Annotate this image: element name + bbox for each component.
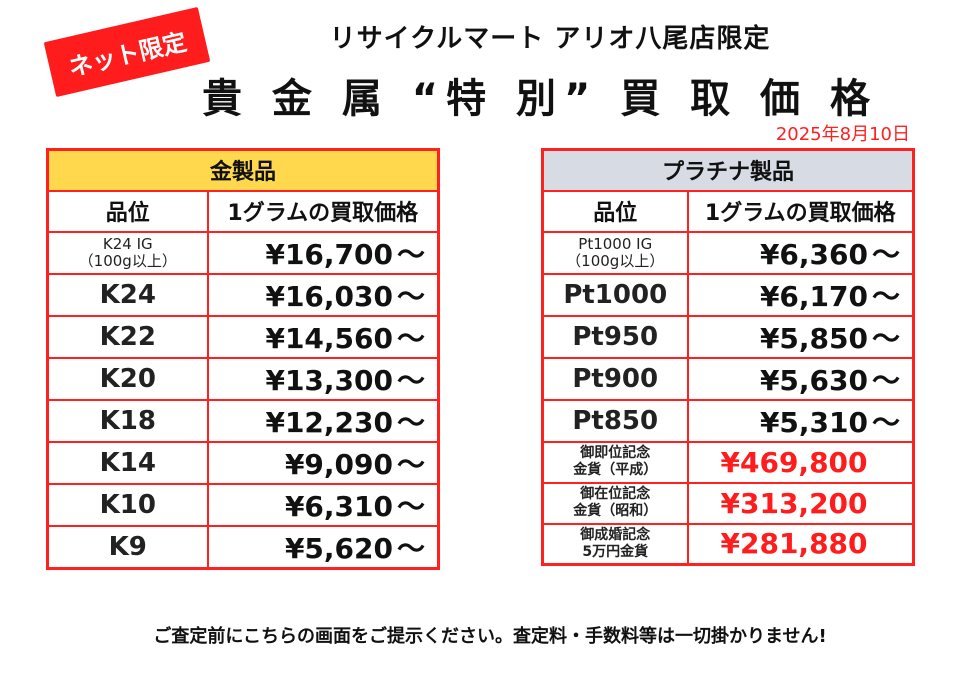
coin-price: ¥313,200 (686, 481, 915, 525)
platinum-grade: Pt1000 IG （100g以上） (541, 230, 689, 275)
gold-price: ¥16,700 ～ (206, 230, 440, 275)
platinum-grade: Pt900 (541, 356, 689, 401)
gold-col-price: 1グラムの買取価格 (206, 189, 440, 233)
gold-grade: K24 (46, 272, 209, 317)
platinum-grade: Pt850 (541, 398, 689, 443)
gold-price: ¥13,300 ～ (206, 356, 440, 401)
gold-grade: K20 (46, 356, 209, 401)
table-row: K22 ¥14,560 ～ (46, 314, 440, 359)
table-row: K10 ¥6,310 ～ (46, 482, 440, 527)
gold-grade: K24 IG （100g以上） (46, 230, 209, 275)
platinum-price: ¥5,310 ～ (686, 398, 915, 443)
table-row: Pt1000 ¥6,170 ～ (541, 272, 915, 317)
gold-price: ¥6,310 ～ (206, 482, 440, 527)
gold-price-table: 金製品 品位 1グラムの買取価格 K24 IG （100g以上） ¥16,700 ～… (46, 148, 440, 570)
coin-price: ¥469,800 (686, 440, 915, 484)
gold-price: ¥12,230 ～ (206, 398, 440, 443)
gold-price: ¥5,620 ～ (206, 524, 440, 569)
net-limited-badge: ネット限定 (43, 6, 211, 98)
table-row: Pt900 ¥5,630 ～ (541, 356, 915, 401)
gold-grade: K10 (46, 482, 209, 527)
gold-price: ¥9,090 ～ (206, 440, 440, 485)
platinum-col-price: 1グラムの買取価格 (686, 189, 915, 233)
table-row: K9 ¥5,620 ～ (46, 524, 440, 569)
gold-price: ¥14,560 ～ (206, 314, 440, 359)
platinum-price: ¥6,360 ～ (686, 230, 915, 275)
gold-table-header: 金製品 (46, 148, 440, 192)
store-subtitle: リサイクルマート アリオ八尾店限定 (329, 24, 771, 54)
coin-name: 御即位記念 金貨（平成） (541, 440, 689, 484)
gold-grade: K9 (46, 524, 209, 569)
platinum-price: ¥6,170 ～ (686, 272, 915, 317)
table-row: K14 ¥9,090 ～ (46, 440, 440, 485)
platinum-col-grade: 品位 (541, 189, 689, 233)
platinum-grade: Pt1000 (541, 272, 689, 317)
gold-grade: K14 (46, 440, 209, 485)
platinum-grade: Pt950 (541, 314, 689, 359)
table-row: K18 ¥12,230 ～ (46, 398, 440, 443)
gold-grade: K22 (46, 314, 209, 359)
coin-name: 御成婚記念 5万円金貨 (541, 522, 689, 566)
table-row: 御即位記念 金貨（平成） ¥469,800 (541, 440, 915, 484)
table-row: K20 ¥13,300 ～ (46, 356, 440, 401)
page-title: 貴 金 属 “特 別” 買 取 価 格 (202, 76, 878, 122)
footer-notice: ご査定前にこちらの画面をご提示ください。査定料・手数料等は一切掛かりません! (153, 626, 827, 647)
price-date: 2025年8月10日 (775, 124, 910, 145)
gold-col-grade: 品位 (46, 189, 209, 233)
table-row: Pt1000 IG （100g以上） ¥6,360 ～ (541, 230, 915, 275)
coin-name: 御在位記念 金貨（昭和） (541, 481, 689, 525)
gold-grade: K18 (46, 398, 209, 443)
platinum-table-header: プラチナ製品 (541, 148, 915, 192)
coin-price: ¥281,880 (686, 522, 915, 566)
table-row: Pt950 ¥5,850 ～ (541, 314, 915, 359)
gold-price: ¥16,030 ～ (206, 272, 440, 317)
table-row: K24 IG （100g以上） ¥16,700 ～ (46, 230, 440, 275)
table-row: 御成婚記念 5万円金貨 ¥281,880 (541, 522, 915, 566)
platinum-price: ¥5,850 ～ (686, 314, 915, 359)
platinum-price: ¥5,630 ～ (686, 356, 915, 401)
platinum-price-table: プラチナ製品 品位 1グラムの買取価格 Pt1000 IG （100g以上） ¥6… (541, 148, 915, 566)
table-row: K24 ¥16,030 ～ (46, 272, 440, 317)
table-row: Pt850 ¥5,310 ～ (541, 398, 915, 443)
table-row: 御在位記念 金貨（昭和） ¥313,200 (541, 481, 915, 525)
